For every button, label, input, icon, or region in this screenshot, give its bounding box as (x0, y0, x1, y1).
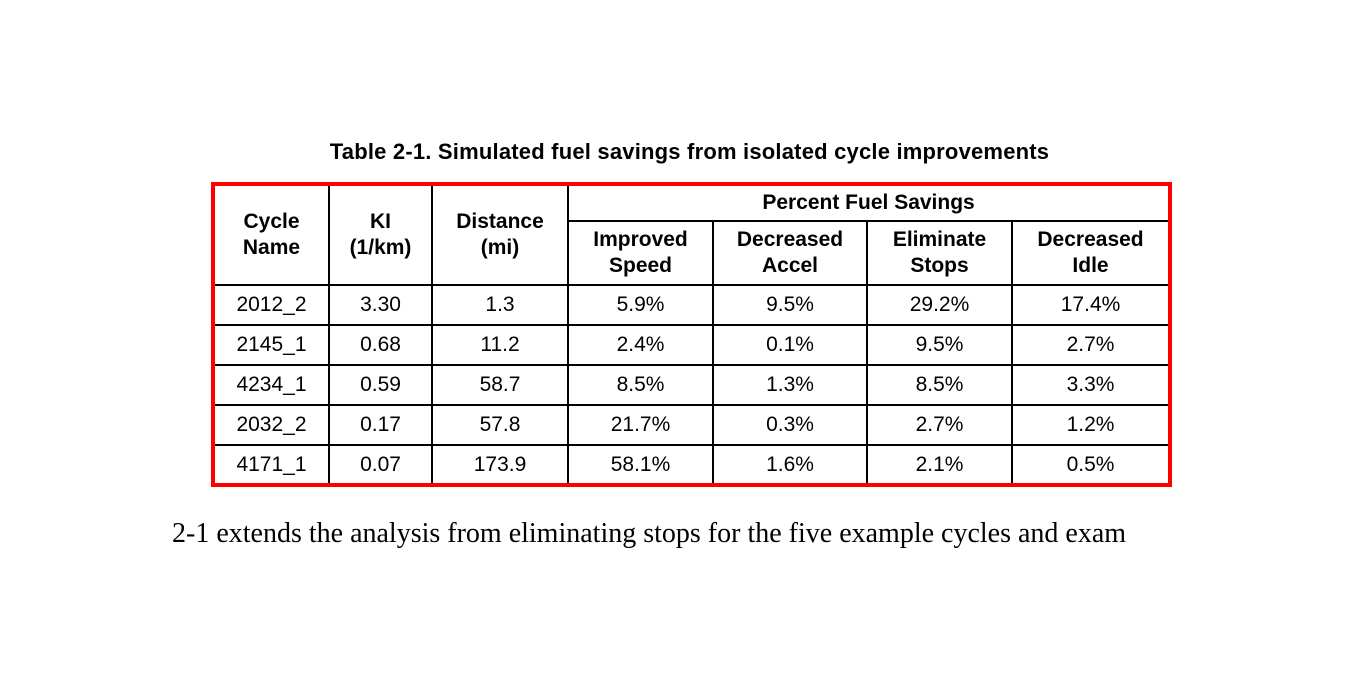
cell-cycle-name: 4234_1 (212, 364, 330, 406)
cell-ki: 0.68 (328, 324, 433, 366)
col-header-ki: KI (1/km) (328, 183, 433, 286)
col-header-cycle-name: Cycle Name (212, 183, 330, 286)
cell-eliminate-stops: 8.5% (866, 364, 1013, 406)
cell-ki: 0.17 (328, 404, 433, 446)
cell-decreased-idle: 3.3% (1010, 364, 1172, 406)
cell-decreased-accel: 1.3% (712, 364, 868, 406)
table-row: 2145_1 0.68 11.2 2.4% 0.1% 9.5% 2.7% (212, 324, 1172, 366)
cell-distance: 11.2 (431, 324, 569, 366)
cell-improved-speed: 5.9% (567, 284, 714, 326)
body-text: 2-1 extends the analysis from eliminatin… (172, 518, 1127, 549)
cell-cycle-name: 2032_2 (212, 404, 330, 446)
col-group-header-percent-fuel-savings: Percent Fuel Savings (566, 183, 1172, 222)
cell-ki: 0.59 (328, 364, 433, 406)
cell-distance: 57.8 (431, 404, 569, 446)
cell-ki: 0.07 (328, 444, 433, 486)
cell-improved-speed: 8.5% (567, 364, 714, 406)
cell-decreased-accel: 1.6% (712, 444, 868, 486)
col-header-decreased-accel: Decreased Accel (712, 220, 868, 286)
cell-decreased-idle: 1.2% (1010, 404, 1172, 446)
cell-eliminate-stops: 9.5% (866, 324, 1013, 366)
col-header-improved-speed: Improved Speed (567, 220, 714, 286)
cell-decreased-accel: 9.5% (712, 284, 868, 326)
col-header-eliminate-stops: Eliminate Stops (866, 220, 1013, 286)
cell-cycle-name: 4171_1 (212, 444, 330, 486)
cell-distance: 1.3 (431, 284, 569, 326)
table-row: 2012_2 3.30 1.3 5.9% 9.5% 29.2% 17.4% (212, 284, 1172, 326)
cell-improved-speed: 2.4% (567, 324, 714, 366)
table-row: 2032_2 0.17 57.8 21.7% 0.3% 2.7% 1.2% (212, 404, 1172, 446)
cell-eliminate-stops: 2.7% (866, 404, 1013, 446)
cell-distance: 173.9 (431, 444, 569, 486)
cell-eliminate-stops: 2.1% (866, 444, 1013, 486)
cell-decreased-idle: 2.7% (1010, 324, 1172, 366)
header-row-group: Cycle Name KI (1/km) Distance (mi) Perce… (212, 183, 1172, 286)
cell-cycle-name: 2145_1 (212, 324, 330, 366)
table-row: 4171_1 0.07 173.9 58.1% 1.6% 2.1% 0.5% (212, 444, 1172, 486)
cell-decreased-idle: 17.4% (1010, 284, 1172, 326)
cell-improved-speed: 58.1% (567, 444, 714, 486)
cell-decreased-accel: 0.1% (712, 324, 868, 366)
cell-eliminate-stops: 29.2% (866, 284, 1013, 326)
cell-decreased-accel: 0.3% (712, 404, 868, 446)
col-header-distance: Distance (mi) (431, 183, 569, 286)
cell-cycle-name: 2012_2 (212, 284, 330, 326)
col-header-decreased-idle: Decreased Idle (1010, 220, 1172, 286)
cell-improved-speed: 21.7% (567, 404, 714, 446)
cell-decreased-idle: 0.5% (1010, 444, 1172, 486)
table-row: 4234_1 0.59 58.7 8.5% 1.3% 8.5% 3.3% (212, 364, 1172, 406)
header-row-subheads: Improved Speed Decreased Accel Eliminate… (213, 220, 1172, 286)
cell-distance: 58.7 (431, 364, 569, 406)
cell-ki: 3.30 (328, 284, 433, 326)
table-caption: Table 2-1. Simulated fuel savings from i… (329, 139, 1050, 164)
fuel-savings-table: Cycle Name KI (1/km) Distance (mi) Perce… (211, 182, 1173, 487)
